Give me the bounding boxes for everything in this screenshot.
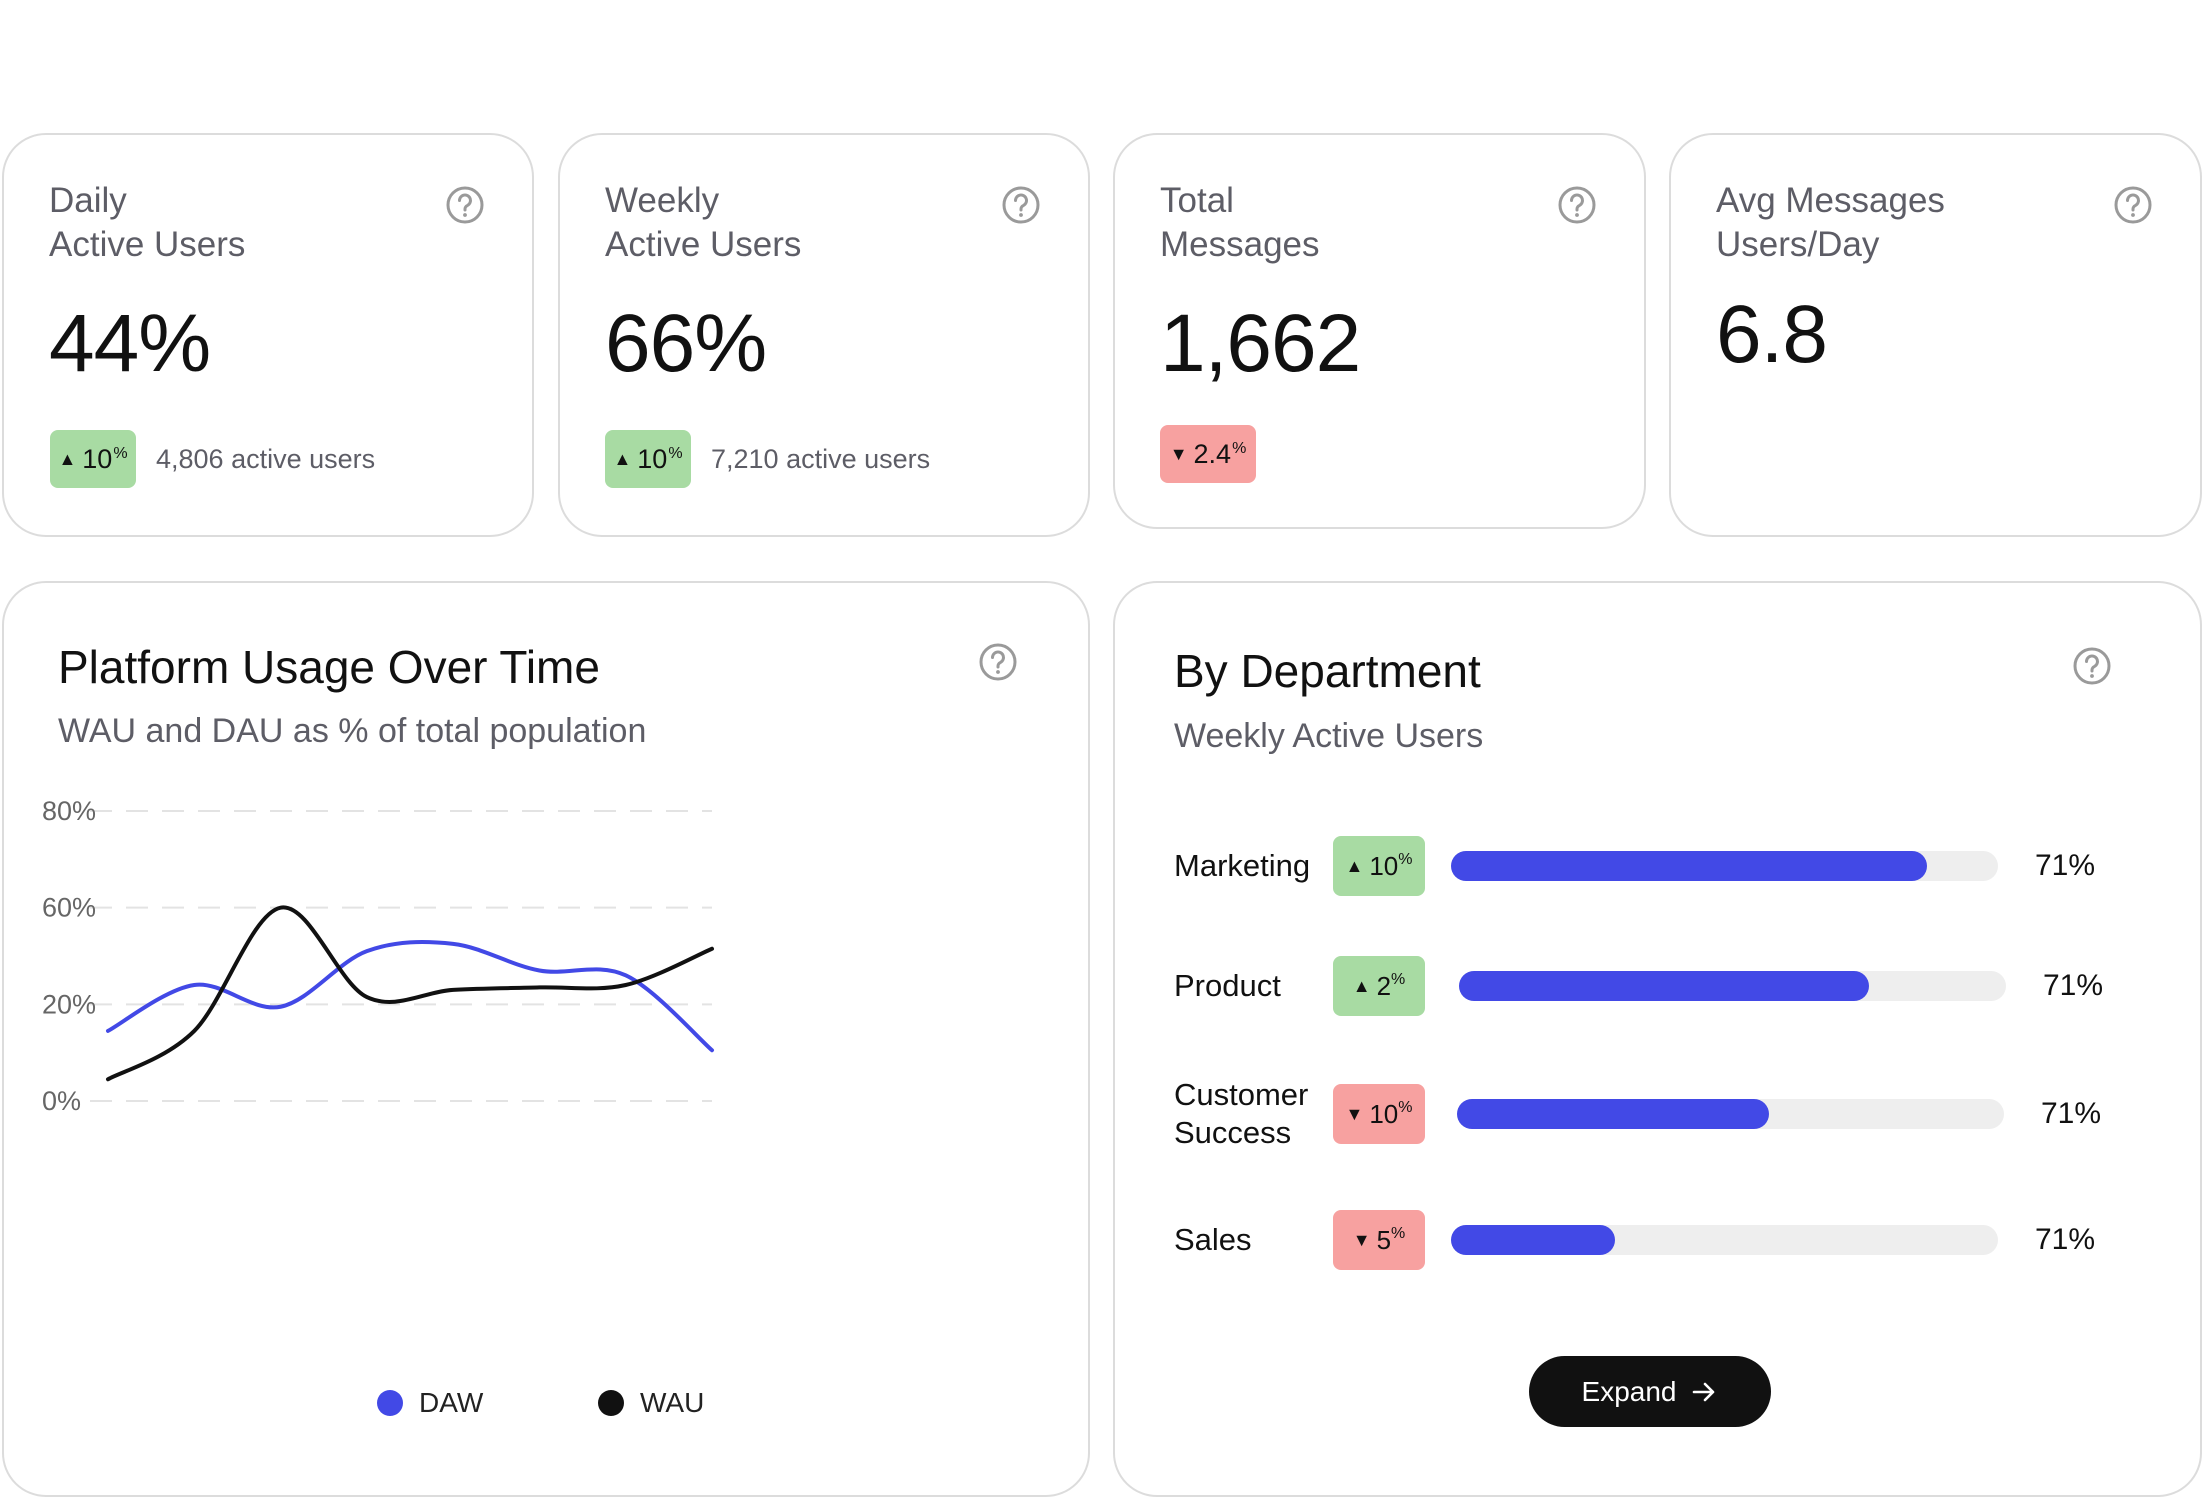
legend-label-wau: WAU	[640, 1387, 705, 1418]
y-tick-label: 20%	[42, 989, 96, 1019]
change-badge-up: ▲ 10 %	[1333, 836, 1425, 896]
legend-swatch-daw	[377, 1390, 403, 1416]
chart-legend: WAU	[598, 1387, 704, 1419]
change-badge-down: ▼ 10 %	[1333, 1084, 1425, 1144]
help-icon[interactable]	[978, 642, 1018, 682]
progress-bar-track	[1457, 1099, 2004, 1129]
triangle-down-icon: ▼	[1345, 1103, 1364, 1124]
badge-unit: %	[668, 445, 683, 462]
stat-label-line2: Active Users	[605, 225, 802, 264]
stat-card-total-messages: Total Messages 1,662 ▼ 2.4 %	[1113, 133, 1646, 529]
chart-legend: DAW	[377, 1387, 483, 1419]
badge-unit: %	[1391, 1225, 1406, 1242]
triangle-down-icon: ▼	[1169, 443, 1188, 464]
help-icon[interactable]	[1557, 185, 1597, 225]
stat-value: 1,662	[1160, 298, 1361, 389]
legend-label-daw: DAW	[419, 1387, 484, 1418]
triangle-up-icon: ▲	[1345, 855, 1364, 876]
badge-unit: %	[1398, 851, 1413, 868]
department-name-line: Product	[1174, 968, 1281, 1003]
y-tick-label: 60%	[42, 893, 96, 923]
stat-card-daily-active-users: Daily Active Users 44% ▲ 10 % 4,806 acti…	[2, 133, 534, 537]
progress-bar-track	[1451, 1225, 1998, 1255]
usage-line-chart: 0% 20% 60% 80%	[42, 796, 714, 1116]
badge-value: 10	[1369, 850, 1399, 881]
stat-label-line1: Weekly	[605, 181, 720, 220]
department-value: 71%	[2035, 849, 2096, 882]
series-line-wau	[106, 905, 714, 1082]
department-name-line: Customer	[1174, 1077, 1309, 1112]
chart-title: Platform Usage Over Time	[58, 641, 600, 693]
badge-value: 5	[1376, 1224, 1392, 1255]
help-icon[interactable]	[445, 185, 485, 225]
change-badge-up: ▲ 10 %	[50, 430, 136, 488]
progress-bar-track	[1459, 971, 2006, 1001]
stat-value: 66%	[605, 298, 767, 389]
progress-bar-track	[1451, 851, 1998, 881]
change-badge-up: ▲ 2 %	[1333, 956, 1425, 1016]
stat-label-line2: Active Users	[49, 225, 246, 264]
stat-label: Weekly Active Users	[605, 179, 801, 267]
expand-button[interactable]: Expand	[1529, 1356, 1771, 1427]
department-subtitle: Weekly Active Users	[1174, 717, 1484, 755]
help-icon[interactable]	[1001, 185, 1041, 225]
badge-unit: %	[1232, 440, 1247, 457]
y-tick-label: 80%	[42, 796, 96, 826]
stat-label-line1: Total	[1160, 181, 1234, 220]
department-value: 71%	[2041, 1097, 2102, 1130]
department-name: Customer Success	[1174, 1076, 1308, 1152]
y-tick-label: 0%	[42, 1086, 81, 1116]
department-card	[1113, 581, 2202, 1497]
usage-chart-card: Platform Usage Over Time WAU and DAU as …	[2, 581, 1090, 1497]
help-icon[interactable]	[2113, 185, 2153, 225]
department-name-line: Success	[1174, 1115, 1292, 1150]
badge-value: 10	[1369, 1098, 1399, 1129]
stat-note: 7,210 active users	[711, 444, 931, 474]
series-line-daw	[106, 940, 714, 1053]
progress-bar-fill	[1457, 1099, 1769, 1129]
stat-card-avg-messages: Avg Messages Users/Day 6.8	[1669, 133, 2202, 537]
stat-label-line1: Daily	[49, 181, 127, 220]
department-name: Product	[1174, 967, 1281, 1005]
stat-label: Daily Active Users	[49, 179, 245, 267]
badge-value: 2.4	[1193, 438, 1232, 469]
badge-value: 2	[1376, 970, 1392, 1001]
progress-bar-fill	[1451, 851, 1927, 881]
badge-unit: %	[113, 445, 128, 462]
help-icon[interactable]	[2072, 646, 2112, 686]
badge-unit: %	[1391, 971, 1406, 988]
triangle-up-icon: ▲	[613, 448, 632, 469]
department-name-line: Marketing	[1174, 848, 1311, 883]
change-badge-up: ▲ 10 %	[605, 430, 691, 488]
arrow-right-icon	[1693, 1382, 1715, 1401]
stat-value: 44%	[49, 298, 211, 389]
stat-label-line1: Avg Messages	[1716, 181, 1945, 220]
change-badge-down: ▼ 5 %	[1333, 1210, 1425, 1270]
triangle-down-icon: ▼	[1352, 1229, 1371, 1250]
change-badge-down: ▼ 2.4 %	[1160, 425, 1256, 483]
stat-value: 6.8	[1716, 289, 1828, 380]
progress-bar-fill	[1459, 971, 1870, 1001]
department-name-line: Sales	[1174, 1222, 1252, 1257]
triangle-up-icon: ▲	[58, 448, 77, 469]
department-value: 71%	[2043, 969, 2104, 1002]
expand-button-label: Expand	[1581, 1375, 1677, 1407]
progress-bar-fill	[1451, 1225, 1616, 1255]
legend-swatch-wau	[598, 1390, 624, 1416]
stat-label-line2: Messages	[1160, 225, 1320, 264]
stat-label-line2: Users/Day	[1716, 225, 1880, 264]
triangle-up-icon: ▲	[1352, 975, 1371, 996]
department-title: By Department	[1174, 645, 1481, 697]
chart-subtitle: WAU and DAU as % of total population	[58, 712, 647, 750]
stat-note: 4,806 active users	[156, 444, 376, 474]
badge-unit: %	[1398, 1099, 1413, 1116]
badge-value: 10	[637, 443, 668, 474]
department-value: 71%	[2035, 1223, 2096, 1256]
department-name: Sales	[1174, 1221, 1252, 1259]
department-name: Marketing	[1174, 847, 1310, 885]
stat-label: Total Messages	[1160, 179, 1320, 267]
badge-value: 10	[82, 443, 113, 474]
stat-label: Avg Messages Users/Day	[1716, 179, 1945, 267]
stat-card-weekly-active-users: Weekly Active Users 66% ▲ 10 % 7,210 act…	[558, 133, 1090, 537]
